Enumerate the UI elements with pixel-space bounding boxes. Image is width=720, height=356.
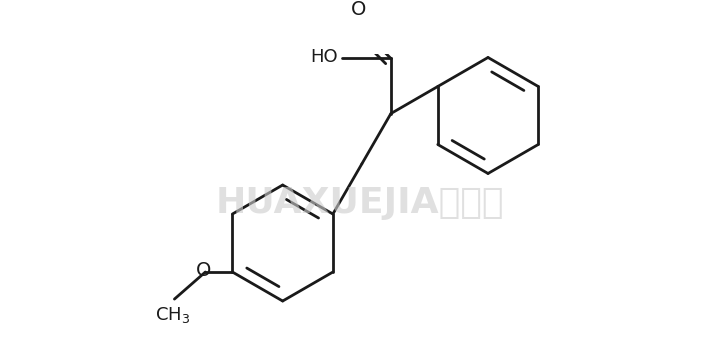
Text: CH$_3$: CH$_3$ xyxy=(155,305,190,325)
Text: HUAXUEJIA化学加: HUAXUEJIA化学加 xyxy=(216,187,504,220)
Text: O: O xyxy=(196,261,211,279)
Text: HO: HO xyxy=(310,48,338,67)
Text: O: O xyxy=(351,0,366,19)
